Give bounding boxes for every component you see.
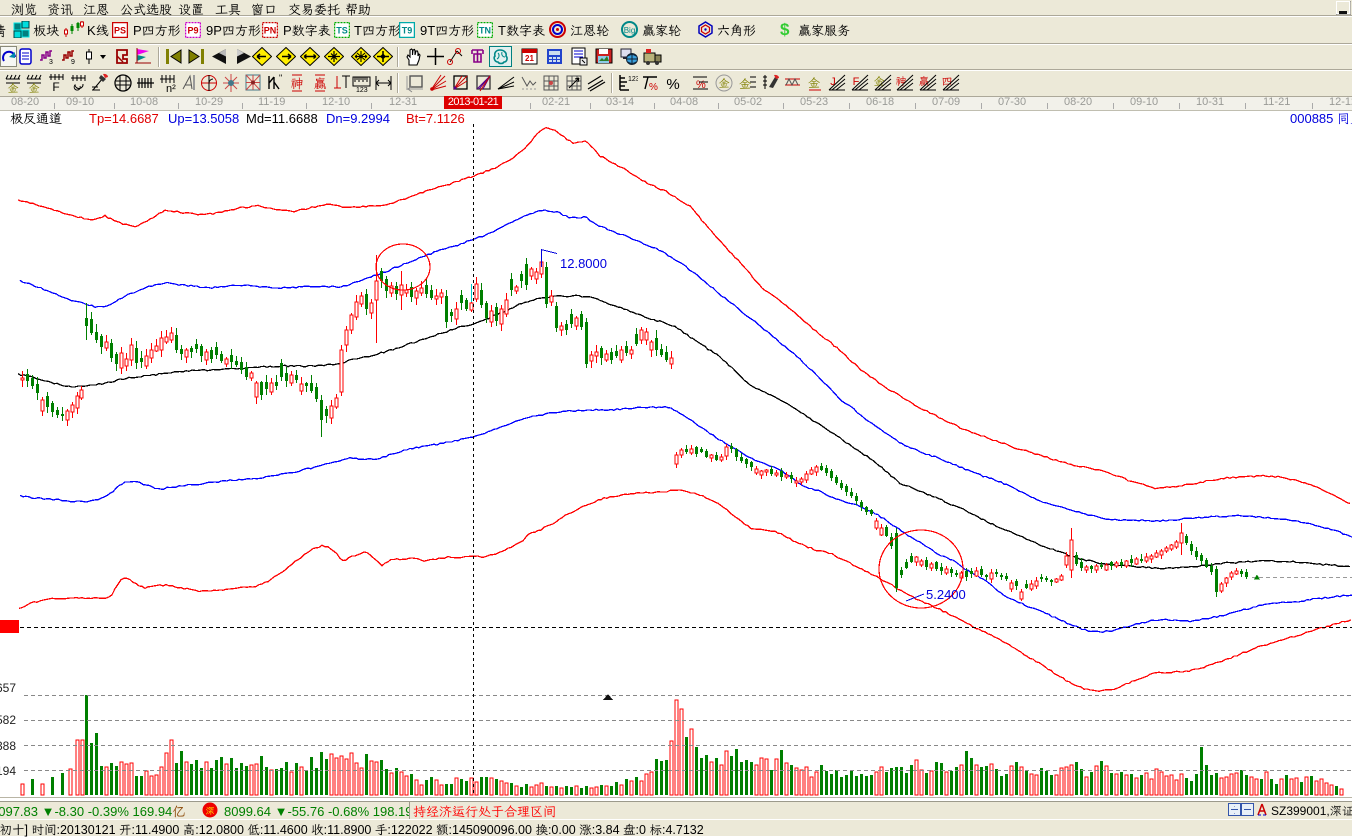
svg-text:Big: Big (624, 26, 636, 35)
svg-text:123: 123 (356, 87, 368, 93)
svg-text:657: 657 (0, 681, 16, 695)
svg-text:388: 388 (0, 739, 16, 753)
svg-text:金: 金 (739, 77, 751, 92)
svg-text:3: 3 (49, 59, 53, 65)
svg-text:T9: T9 (402, 26, 413, 36)
svg-text:赢: 赢 (313, 75, 326, 92)
svg-text:5.2400: 5.2400 (926, 587, 966, 602)
svg-text:深: 深 (205, 805, 214, 817)
svg-text:": " (279, 73, 282, 83)
svg-text:P9: P9 (187, 26, 198, 36)
svg-text:9: 9 (71, 59, 75, 65)
svg-text:TS: TS (336, 26, 348, 36)
svg-text:n²: n² (166, 83, 176, 93)
svg-text:神: 神 (290, 75, 303, 92)
svg-text:%: % (649, 82, 658, 93)
svg-text:PS: PS (114, 26, 126, 36)
svg-text:赢: 赢 (919, 75, 930, 89)
svg-text:神: 神 (896, 75, 907, 89)
svg-text:金: 金 (8, 82, 19, 93)
svg-text:194: 194 (0, 764, 16, 778)
svg-text:F: F (853, 75, 860, 89)
svg-text:12.8000: 12.8000 (560, 256, 607, 271)
svg-text:21: 21 (525, 54, 534, 63)
svg-text:%: % (696, 79, 706, 91)
svg-text:金: 金 (874, 75, 885, 89)
svg-text:金: 金 (808, 76, 820, 91)
svg-text:123: 123 (628, 76, 638, 83)
svg-text:%: % (666, 76, 679, 93)
svg-text:582: 582 (0, 713, 16, 727)
svg-text:J: J (830, 75, 836, 89)
svg-text:四: 四 (942, 75, 953, 89)
svg-text:金: 金 (719, 77, 730, 91)
svg-text:金: 金 (29, 82, 40, 93)
svg-text:PN: PN (264, 26, 277, 36)
svg-text:F: F (52, 80, 59, 93)
svg-text:TN: TN (479, 26, 491, 36)
